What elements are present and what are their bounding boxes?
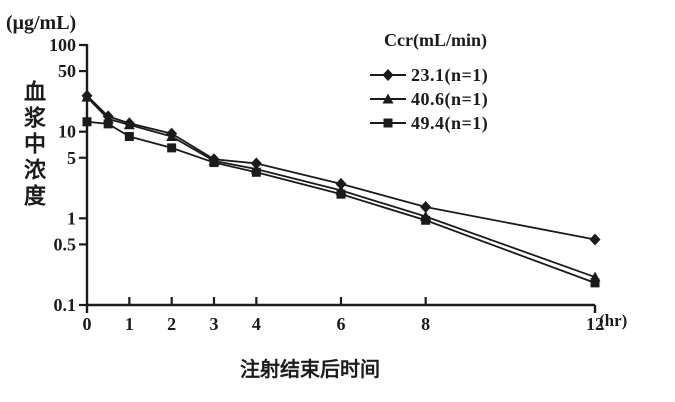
x-tick-label: 6: [337, 314, 346, 334]
triangle-point: [123, 119, 135, 130]
y-tick-label: 1: [67, 208, 76, 228]
square-point: [82, 117, 92, 127]
y-tick-label: 100: [49, 35, 76, 55]
square-icon: [383, 118, 393, 128]
triangle-icon: [382, 93, 394, 104]
x-tick-label: 0: [83, 314, 92, 334]
x-tick-label: 1: [125, 314, 134, 334]
series-line-diamond: [86, 95, 596, 241]
diamond-point: [335, 177, 347, 190]
legend-title: Ccr(mL/min): [384, 30, 487, 50]
diamond-point: [589, 233, 601, 246]
y-tick-label: 50: [58, 61, 76, 81]
triangle-point: [81, 91, 93, 102]
legend-triangle-marker: [370, 93, 406, 104]
x-tick-label: 3: [210, 314, 219, 334]
x-tick-label: 12: [586, 314, 604, 334]
square-point: [336, 189, 346, 199]
square-point: [124, 131, 134, 141]
triangle-point: [166, 130, 178, 141]
x-tick-label: 4: [252, 314, 261, 334]
x-axis-label: 注射结束后时间: [240, 357, 380, 381]
diamond-point: [420, 201, 432, 214]
legend-item: 23.1(n=1): [370, 63, 488, 87]
x-axis-unit-label: (hr): [599, 311, 628, 330]
square-point: [251, 167, 261, 177]
diamond-icon: [382, 69, 394, 81]
y-axis-label: 血浆中浓度: [20, 80, 45, 210]
square-point: [421, 215, 431, 225]
legend-item: 49.4(n=1): [370, 111, 488, 135]
y-tick-label: 10: [58, 122, 76, 142]
legend-square-marker: [370, 118, 406, 128]
series-line-square: [86, 120, 596, 284]
square-point: [209, 158, 219, 168]
square-point: [167, 143, 177, 153]
y-tick-label: 0.5: [54, 234, 77, 254]
legend: Ccr(mL/min) 23.1(n=1) 40.6(n=1) 49.4(n=1…: [370, 30, 488, 135]
y-tick-label: 5: [67, 148, 76, 168]
diamond-point: [250, 157, 262, 170]
legend-item: 40.6(n=1): [370, 87, 488, 111]
y-tick-label: 0.1: [54, 295, 77, 315]
square-point: [590, 278, 600, 288]
x-tick-label: 8: [421, 314, 430, 334]
legend-label: 40.6(n=1): [411, 88, 489, 109]
legend-label: 49.4(n=1): [411, 112, 489, 133]
x-tick-label: 2: [167, 314, 176, 334]
legend-diamond-marker: [370, 69, 406, 81]
square-point: [103, 119, 113, 129]
y-axis-unit-label: (μg/mL): [6, 12, 77, 34]
legend-label: 23.1(n=1): [411, 64, 489, 85]
